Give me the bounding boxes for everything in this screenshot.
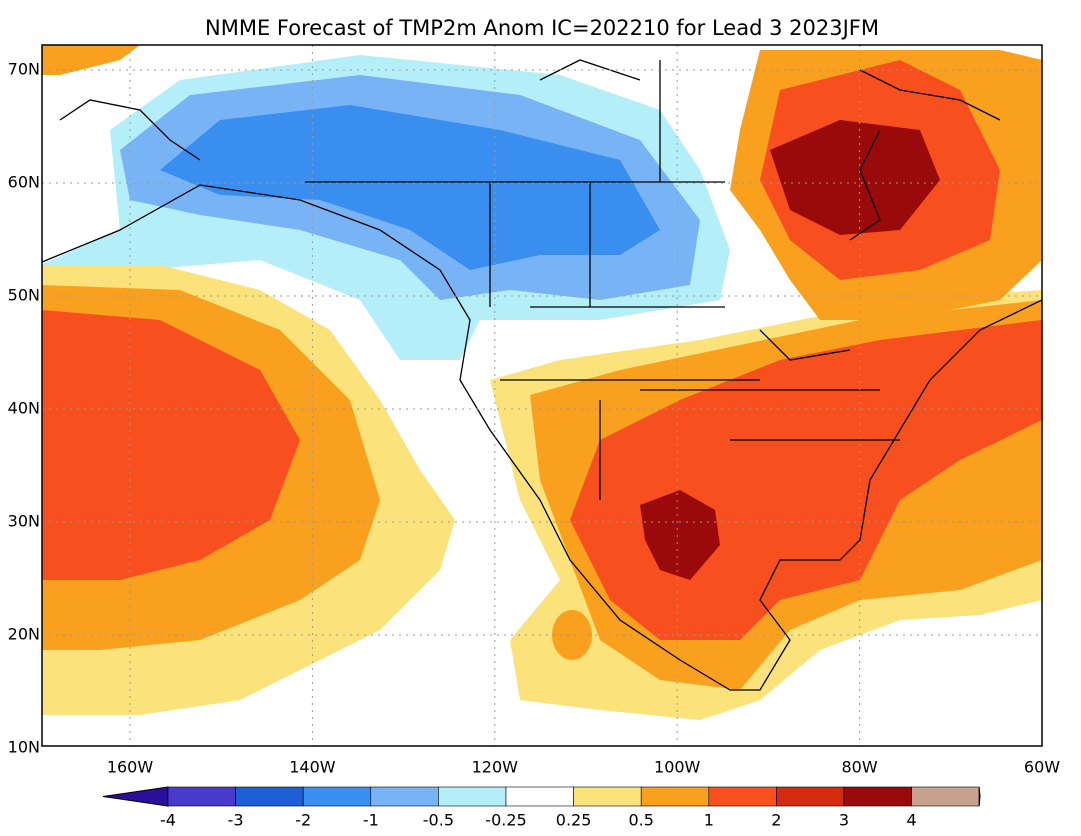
colorbar-label: 1 <box>704 811 714 830</box>
coastline <box>42 184 1042 691</box>
colorbar-label: 0.5 <box>628 811 653 830</box>
colorbar-segment <box>370 786 439 807</box>
lat-label: 30N <box>8 512 40 531</box>
colorbar-segment <box>776 786 845 807</box>
colorbar-segment <box>438 786 507 807</box>
lon-label: 120W <box>472 758 519 777</box>
colorbar-segment <box>708 786 777 807</box>
lat-label: 60N <box>8 173 40 192</box>
map-frame <box>41 44 1043 747</box>
colorbar-segment <box>167 786 236 807</box>
lon-label: 100W <box>654 758 701 777</box>
colorbar-segment <box>505 786 574 807</box>
coastline <box>59 59 1001 161</box>
lat-label: 40N <box>8 399 40 418</box>
colorbar-arrow <box>978 786 981 807</box>
map <box>42 45 1042 746</box>
colorbar-label: -0.5 <box>423 811 454 830</box>
colorbar-arrow <box>102 786 169 807</box>
colorbar-label: -0.25 <box>485 811 526 830</box>
colorbar-label: 2 <box>771 811 781 830</box>
colorbar-label: -1 <box>363 811 379 830</box>
colorbar-segment <box>573 786 642 807</box>
anomaly-area <box>640 490 720 580</box>
colorbar-segment <box>235 786 304 807</box>
anomaly-area <box>42 310 300 580</box>
colorbar-label: 4 <box>907 811 917 830</box>
colorbar-segment <box>843 786 912 807</box>
title: NMME Forecast of TMP2m Anom IC=202210 fo… <box>205 16 879 40</box>
lat-label: 20N <box>8 625 40 644</box>
anomaly-area <box>552 610 592 660</box>
colorbar: -4 -3 -2 -1 -0.5 -0.25 0.25 0.5 1 2 3 4 <box>102 786 981 830</box>
lat-label: 50N <box>8 286 40 305</box>
anomaly-area <box>160 105 660 270</box>
lon-label: 60W <box>1024 758 1060 777</box>
colorbar-segment <box>302 786 372 807</box>
colorbar-segment <box>911 786 980 807</box>
colorbar-label: -4 <box>160 811 176 830</box>
lon-label: 80W <box>842 758 878 777</box>
anomaly-area <box>770 120 940 235</box>
colorbar-label: 3 <box>839 811 849 830</box>
colorbar-label: -3 <box>228 811 244 830</box>
grid <box>42 45 1042 746</box>
lon-label: 160W <box>107 758 154 777</box>
border <box>305 60 900 500</box>
anomaly-area <box>42 45 140 75</box>
colorbar-label: 0.25 <box>556 811 592 830</box>
lon-label: 140W <box>289 758 336 777</box>
lat-label: 10N <box>8 738 40 757</box>
colorbar-segment <box>640 786 710 807</box>
colorbar-label: -2 <box>295 811 311 830</box>
lat-label: 70N <box>8 60 40 79</box>
